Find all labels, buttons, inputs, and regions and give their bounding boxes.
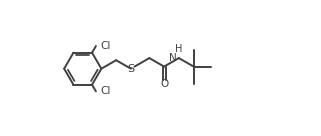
Text: N: N xyxy=(169,53,177,63)
Text: S: S xyxy=(127,64,134,74)
Text: H: H xyxy=(175,44,183,54)
Text: Cl: Cl xyxy=(100,41,111,51)
Text: O: O xyxy=(160,79,168,89)
Text: Cl: Cl xyxy=(100,86,111,96)
